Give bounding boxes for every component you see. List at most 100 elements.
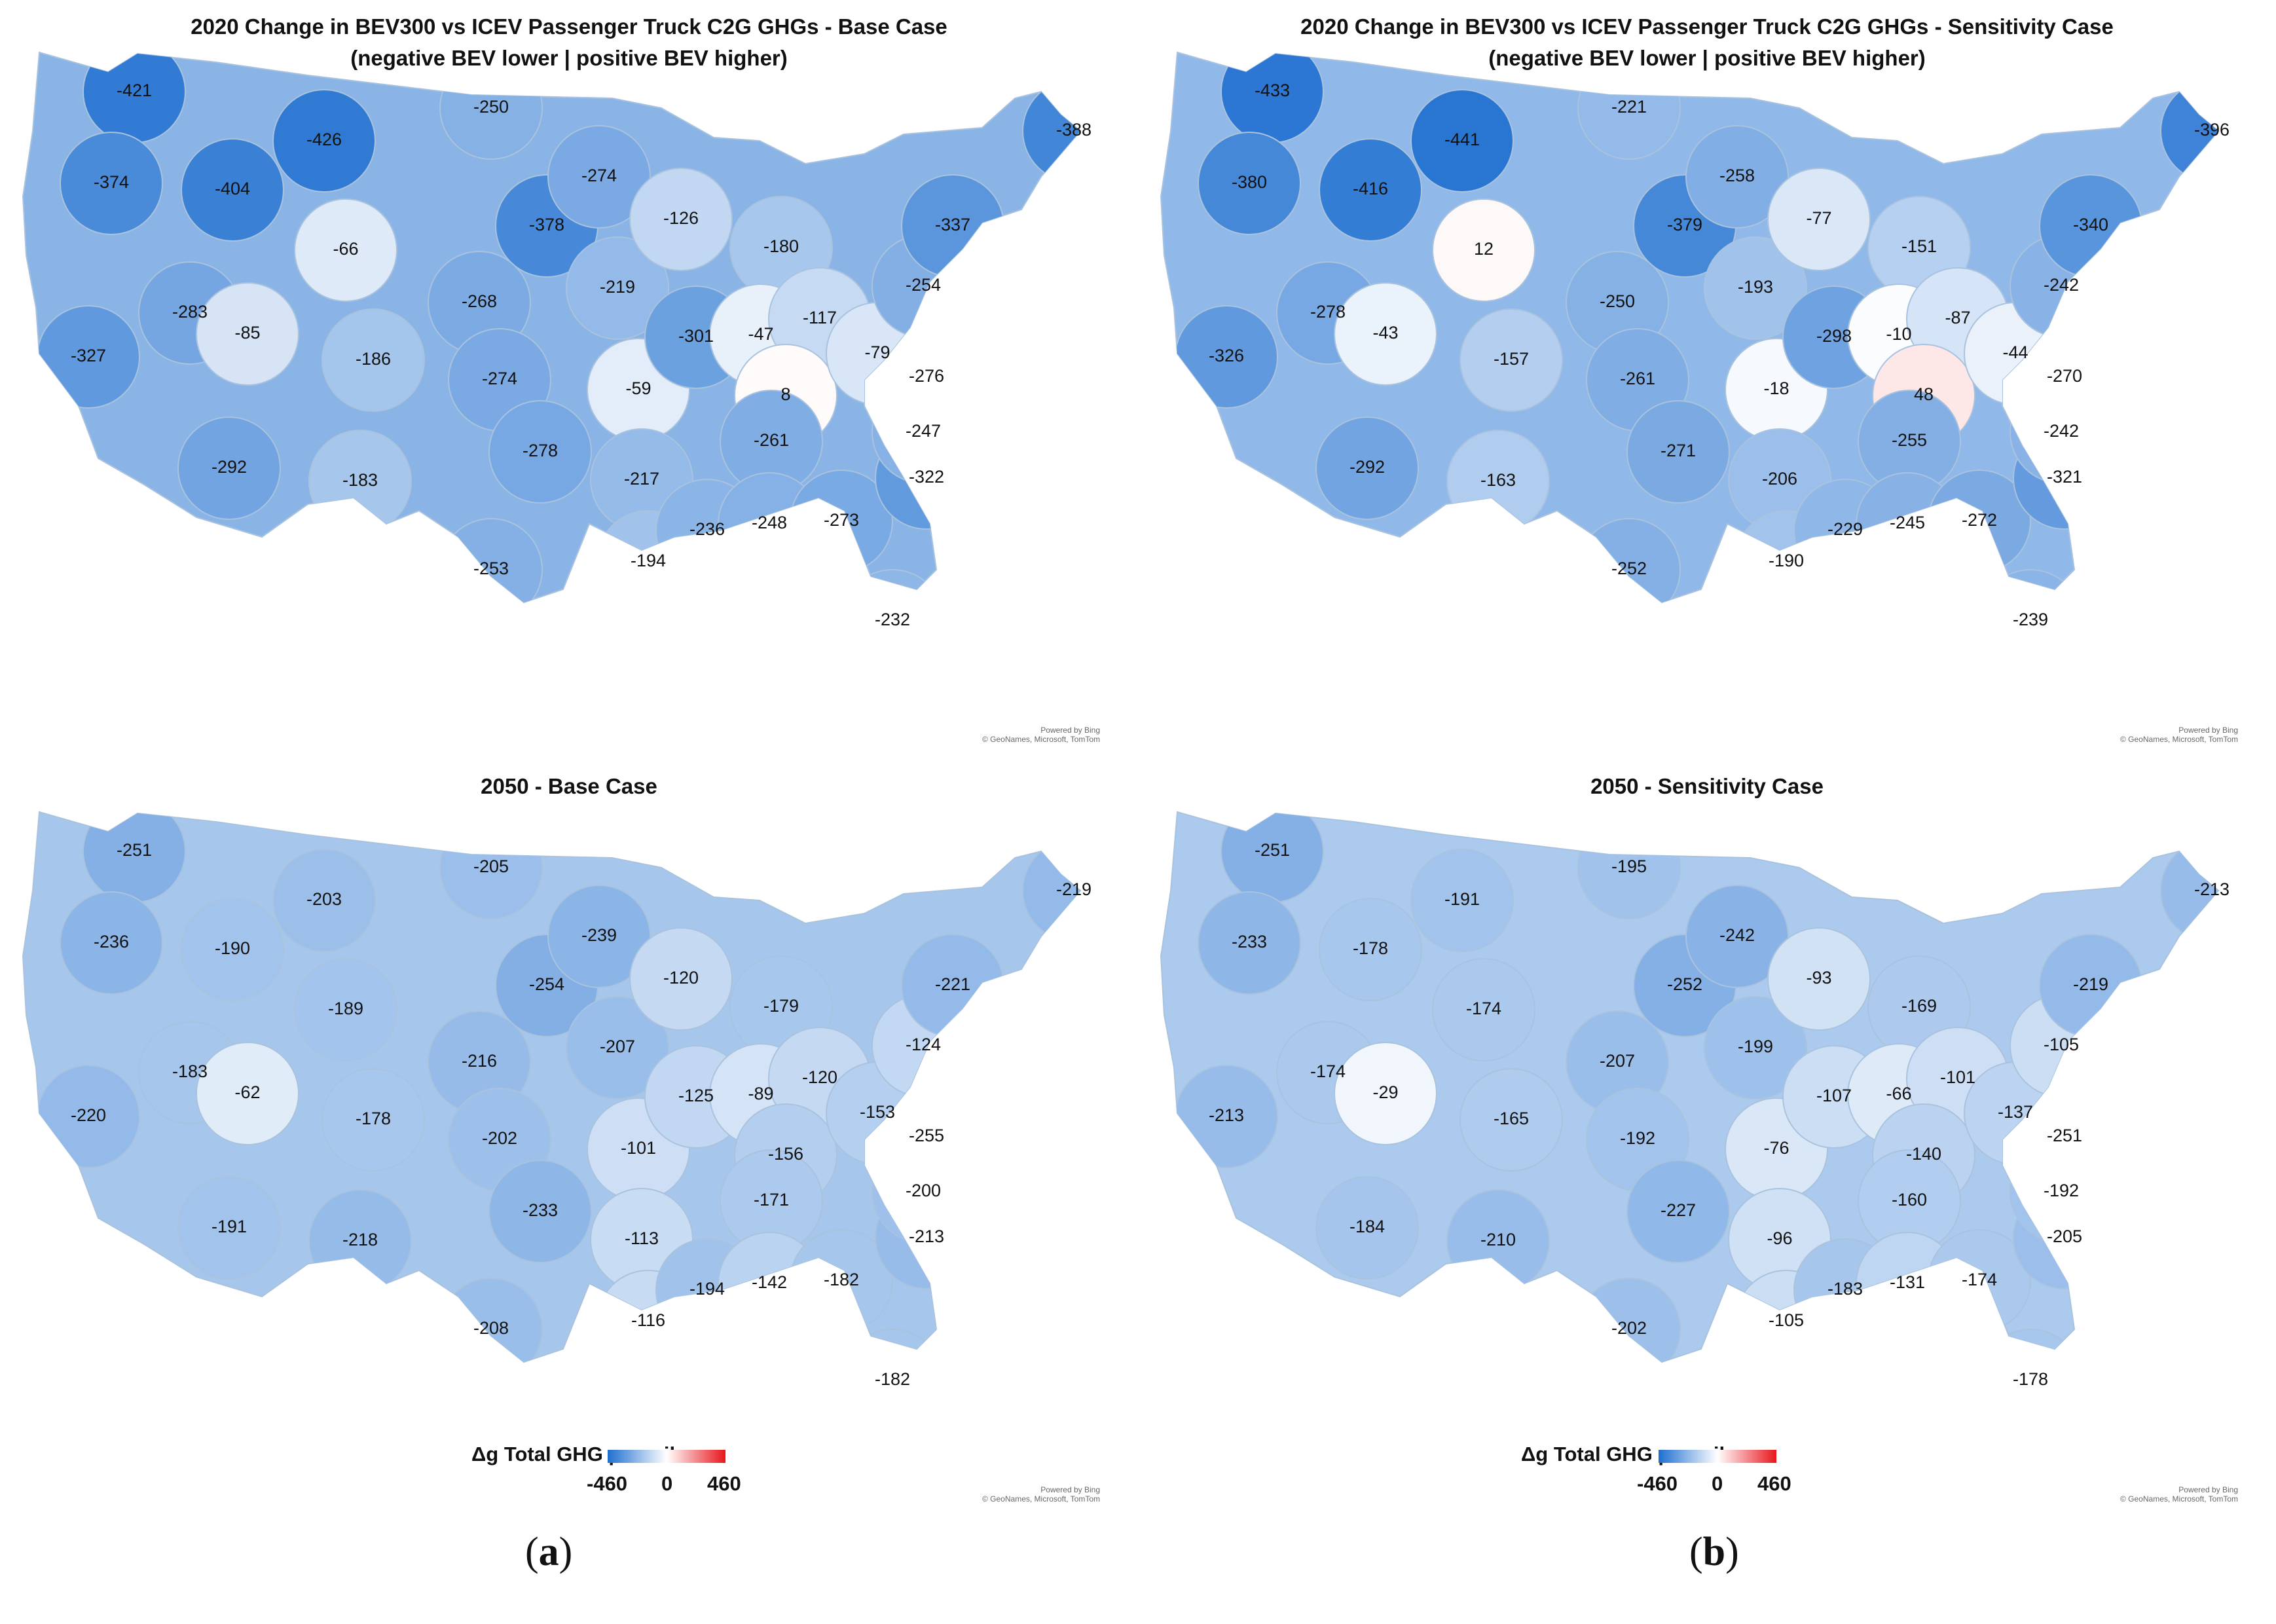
caption-open-paren: ( (1689, 1530, 1703, 1574)
state-value-label-mn: -239 (581, 925, 617, 945)
state-value-label-id: -178 (1353, 938, 1388, 958)
state-value-label-ok: -227 (1661, 1200, 1696, 1220)
state-region-co (321, 308, 425, 412)
state-region-wi (1767, 168, 1871, 271)
state-value-label-sc: -205 (2047, 1227, 2082, 1246)
state-value-label-va: -251 (2047, 1126, 2082, 1145)
state-region-mt (1410, 89, 1514, 193)
state-region-ia (1704, 996, 1807, 1099)
state-value-label-ky: 48 (1914, 384, 1934, 404)
state-value-label-mt: -191 (1444, 889, 1480, 909)
state-value-label-ok: -278 (523, 441, 558, 460)
state-value-label-in: -89 (748, 1084, 773, 1103)
state-value-label-mt: -203 (306, 889, 342, 909)
map-title: 2020 Change in BEV300 vs ICEV Passenger … (191, 14, 947, 39)
state-value-label-nv: -183 (172, 1061, 208, 1081)
state-value-label-mn: -258 (1719, 166, 1755, 185)
map-title: 2020 Change in BEV300 vs ICEV Passenger … (1300, 14, 2114, 39)
state-value-label-il: -301 (678, 326, 714, 346)
state-region-id (1319, 898, 1422, 1001)
state-value-label-mn: -242 (1719, 925, 1755, 945)
state-value-label-az: -184 (1349, 1217, 1385, 1236)
state-value-label-wv: -137 (1998, 1102, 2033, 1122)
state-region-az (1315, 416, 1419, 520)
state-value-label-fl: -182 (875, 1369, 910, 1389)
state-value-label-sd: -379 (1667, 215, 1702, 234)
state-value-label-id: -416 (1353, 179, 1388, 198)
state-value-label-mn: -274 (581, 166, 617, 185)
state-region-id (181, 898, 284, 1001)
state-value-label-wv: -153 (860, 1102, 895, 1122)
state-value-label-ny: -340 (2073, 215, 2108, 234)
credit-line-2: © GeoNames, Microsoft, TomTom (2120, 1494, 2238, 1504)
state-value-label-nm: -183 (342, 470, 378, 490)
state-region-ok (488, 1160, 592, 1263)
state-value-label-wi: -77 (1806, 208, 1831, 228)
state-value-label-ok: -233 (523, 1200, 558, 1220)
state-value-label-nc: -192 (2044, 1181, 2079, 1200)
state-value-label-ut: -43 (1372, 323, 1398, 342)
state-value-label-wy: -66 (333, 239, 358, 259)
caption-close-paren: ) (559, 1530, 573, 1574)
state-region-mn (547, 885, 651, 988)
state-region-ia (1704, 236, 1807, 340)
state-value-label-mi: -169 (1901, 996, 1937, 1016)
state-value-label-az: -292 (1349, 457, 1385, 477)
state-value-label-co: -165 (1494, 1109, 1529, 1128)
state-value-label-mo: -18 (1763, 378, 1789, 398)
state-value-label-ok: -271 (1661, 441, 1696, 460)
state-value-label-me: -396 (2194, 120, 2230, 139)
state-value-label-ar: -217 (624, 469, 659, 489)
state-value-label-il: -298 (1816, 326, 1852, 346)
state-value-label-ks: -274 (482, 369, 517, 388)
state-value-label-al: -248 (752, 513, 787, 532)
state-value-label-ga: -273 (824, 510, 859, 530)
state-region-or (1198, 891, 1301, 995)
state-region-ia (566, 236, 669, 340)
state-value-label-mi: -151 (1901, 236, 1937, 256)
state-value-label-mo: -59 (625, 378, 651, 398)
state-region-co (1459, 308, 1563, 412)
state-value-label-tn: -160 (1892, 1190, 1927, 1209)
state-value-label-nd: -221 (1611, 97, 1647, 117)
state-value-label-ga: -272 (1962, 510, 1997, 530)
map-credit: Powered by Bing © GeoNames, Microsoft, T… (2081, 1485, 2238, 1504)
state-value-label-la: -116 (631, 1310, 665, 1330)
state-region-mt (272, 849, 376, 952)
map-credit: Powered by Bing © GeoNames, Microsoft, T… (2081, 726, 2238, 744)
state-value-label-wa: -421 (117, 81, 152, 100)
state-value-label-la: -194 (631, 551, 666, 570)
state-value-label-wy: -189 (328, 999, 363, 1018)
state-value-label-ny: -221 (935, 974, 970, 994)
state-value-label-wi: -120 (663, 968, 699, 987)
state-value-label-co: -186 (356, 349, 391, 369)
state-value-label-nv: -278 (1310, 302, 1346, 322)
state-value-label-wv: -44 (2002, 342, 2028, 362)
state-value-label-me: -219 (1056, 879, 1092, 899)
state-value-label-pa: -242 (2044, 275, 2079, 295)
state-value-label-ia: -207 (600, 1037, 635, 1056)
state-value-label-wa: -251 (117, 840, 152, 860)
state-value-label-pa: -124 (906, 1035, 941, 1054)
state-value-label-nm: -163 (1480, 470, 1516, 490)
state-value-label-sd: -254 (529, 974, 564, 994)
credit-line-2: © GeoNames, Microsoft, TomTom (2120, 735, 2238, 744)
state-value-label-al: -142 (752, 1272, 787, 1292)
state-value-label-va: -276 (909, 366, 944, 386)
state-region-az (177, 1176, 281, 1280)
state-value-label-al: -245 (1890, 513, 1925, 532)
state-value-label-va: -255 (909, 1126, 944, 1145)
us-map: -421 -374 -327 -404 -283 -426 -66 -85 -292 -186 -1… (22, 51, 1092, 629)
state-value-label-mo: -76 (1763, 1138, 1789, 1158)
state-value-label-la: -105 (1769, 1310, 1804, 1330)
state-value-label-mt: -426 (306, 130, 342, 149)
state-region-co (1459, 1068, 1563, 1172)
caption-b: (b) (1689, 1529, 1739, 1576)
state-value-label-ar: -206 (1762, 469, 1797, 489)
state-value-label-ms: -183 (1827, 1279, 1863, 1299)
credit-line-1: Powered by Bing (1040, 1485, 1100, 1494)
state-value-label-wv: -79 (864, 342, 890, 362)
state-value-label-tn: -261 (754, 430, 789, 450)
state-value-label-ks: -261 (1620, 369, 1655, 388)
state-region-ok (488, 400, 592, 504)
